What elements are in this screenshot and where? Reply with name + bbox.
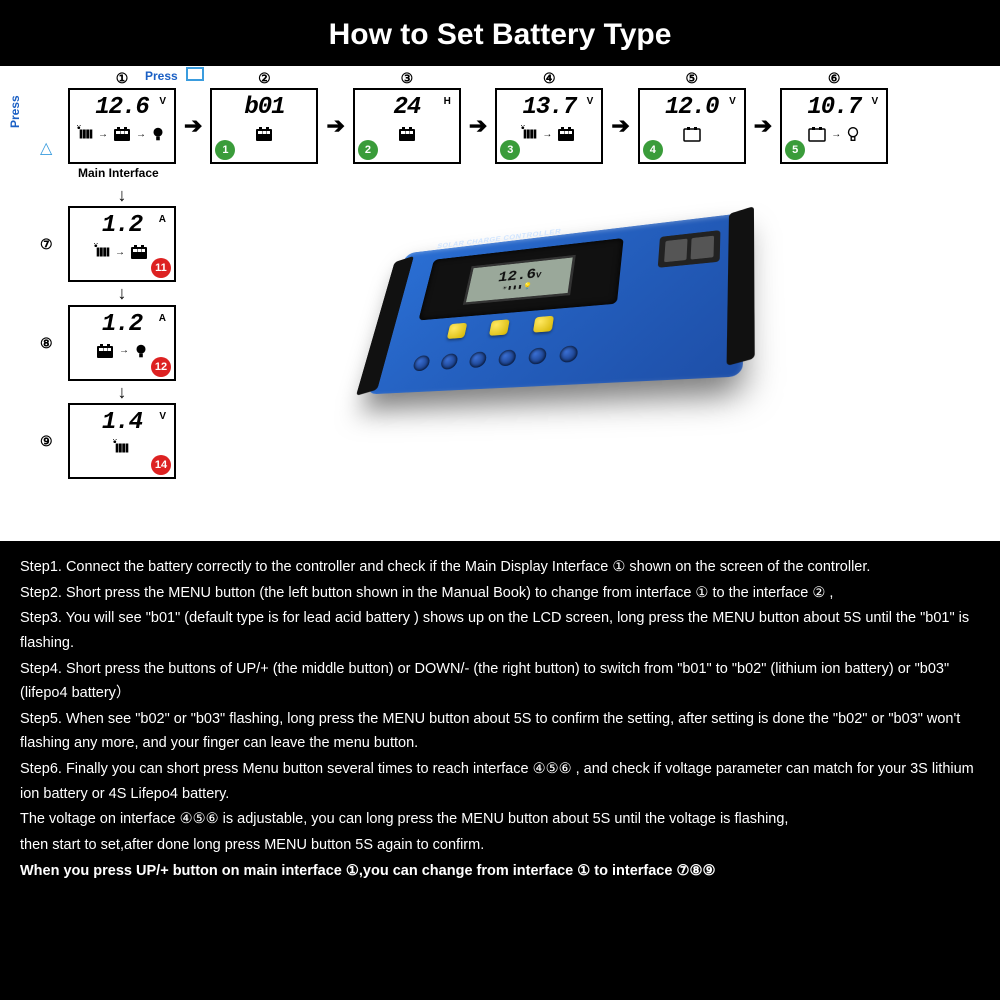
lcd-unit: V [159,411,166,422]
arrow-down-icon: ↓ [118,286,127,300]
device-button [489,319,510,336]
device-body: SOLAR CHARGE CONTROLLER 12.6V ☀▮▮▮💡 [366,213,743,395]
screen-number: ③ [401,70,414,87]
step-badge: 1 [215,140,235,160]
screen-number: ⑨ [40,433,53,450]
left-screen-item: ⑨ V 1.4 14 [68,403,176,479]
diagram-area: Press Press △ ① V 12.6 →→ ➔ ② b01 1 ➔ ③ … [0,66,1000,541]
controller-device: SOLAR CHARGE CONTROLLER 12.6V ☀▮▮▮💡 [340,196,760,456]
instruction-step: Step1. Connect the battery correctly to … [20,555,980,580]
instruction-step: The voltage on interface ④⑤⑥ is adjustab… [20,807,980,832]
step-badge: 4 [643,140,663,160]
arrow-down-icon: ↓ [118,188,127,202]
arrow-right-icon: ➔ [611,113,629,139]
device-terminals [412,345,579,371]
page-title: How to Set Battery Type [0,0,1000,66]
arrow-right-icon: ➔ [326,113,344,139]
instruction-step: Step2. Short press the MENU button (the … [20,581,980,606]
press-icon-left-triangle: △ [40,138,52,158]
instruction-step: Step5. When see "b02" or "b03" flashing,… [20,707,980,756]
arrow-right-icon: ➔ [184,113,202,139]
usb-port [664,239,687,263]
device-lcd-icons: ☀▮▮▮💡 [502,282,534,293]
lcd-value: 1.2 [102,313,142,337]
press-label-left: Press [8,95,22,128]
step-badge: 3 [500,140,520,160]
lcd-screen-box: ⑤ V 12.0 4 [638,88,746,164]
instruction-step: Step4. Short press the buttons of UP/+ (… [20,657,980,706]
left-screen-item: ⑦ A 1.2 → 11 [68,206,176,282]
lcd-unit: V [587,96,594,107]
step-badge: 5 [785,140,805,160]
lcd-value: 1.4 [102,411,142,435]
step-badge: 14 [151,455,171,475]
screen-number: ④ [543,70,556,87]
lcd-unit: V [872,96,879,107]
screen-number: ⑥ [828,70,841,87]
instruction-step: Step6. Finally you can short press Menu … [20,757,980,806]
arrow-right-icon: ➔ [754,113,772,139]
device-button [533,316,554,333]
screen-number: ① [116,70,129,87]
arrow-right-icon: ➔ [469,113,487,139]
lcd-screen-box: ② b01 1 [210,88,318,164]
screen-number: ② [258,70,271,87]
screen-number: ⑦ [40,236,53,253]
lcd-value: 1.2 [102,214,142,238]
terminal-port [497,349,517,366]
lcd-value: 12.6 [95,96,149,120]
terminal-port [440,353,459,370]
terminal-port [559,345,579,363]
lcd-unit: A [159,214,166,225]
instructions-block: Step1. Connect the battery correctly to … [0,541,1000,894]
mount-bracket-left [356,256,414,396]
instruction-final-note: When you press UP/+ button on main inter… [20,859,980,884]
device-usb-block [658,230,721,268]
lcd-screen-box: ① V 12.6 →→ [68,88,176,164]
left-screen-item: ⑧ A 1.2 → 12 [68,305,176,381]
lcd-screen-box: ⑥ V 10.7 → 5 [780,88,888,164]
device-button [447,323,468,339]
instruction-step: then start to set,after done long press … [20,833,980,858]
lcd-unit: A [159,313,166,324]
device-buttons [447,316,554,339]
lcd-value: 13.7 [523,96,577,120]
press-icon-top [186,67,204,81]
instruction-step: Step3. You will see "b01" (default type … [20,606,980,655]
lcd-screen-box: A 1.2 → 12 [68,305,176,381]
lcd-unit: H [444,96,451,107]
screen-number: ⑤ [685,70,698,87]
usb-port [691,236,715,260]
lcd-value: 10.7 [807,96,861,120]
lcd-screen-box: A 1.2 → 11 [68,206,176,282]
lcd-unit: V [159,96,166,107]
arrow-down-icon: ↓ [118,385,127,399]
lcd-value: b01 [244,96,284,120]
step-badge: 2 [358,140,378,160]
device-lcd-unit: V [535,272,542,281]
lcd-value: 24 [393,96,420,120]
lcd-screen-box: ③ H 24 2 [353,88,461,164]
terminal-port [527,347,547,364]
left-screen-column: ↓ ⑦ A 1.2 → 11 ↓ ⑧ A 1.2 → 12 ↓ ⑨ V 1.4 14 [68,188,176,479]
screen-number: ⑧ [40,335,53,352]
step-badge: 11 [151,258,171,278]
top-screen-row: ① V 12.6 →→ ➔ ② b01 1 ➔ ③ H 24 2 ➔ ④ V 1… [68,88,888,164]
terminal-port [468,351,488,368]
main-interface-label: Main Interface [78,166,159,180]
lcd-value: 12.0 [665,96,719,120]
device-lcd: 12.6V ☀▮▮▮💡 [463,255,576,305]
device-face-panel: 12.6V ☀▮▮▮💡 [418,238,623,321]
step-badge: 12 [151,357,171,377]
terminal-port [412,355,431,371]
lcd-screen-box: V 1.4 14 [68,403,176,479]
mount-bracket-right [727,206,755,366]
lcd-unit: V [729,96,736,107]
lcd-screen-box: ④ V 13.7 → 3 [495,88,603,164]
press-label-top: Press [145,69,178,83]
